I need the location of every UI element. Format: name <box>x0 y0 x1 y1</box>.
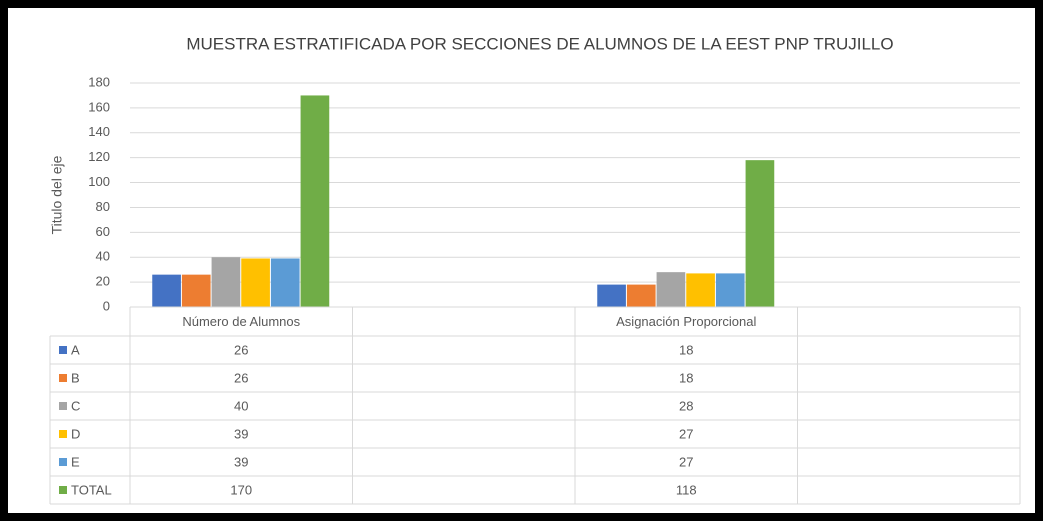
y-tick-label: 100 <box>88 174 110 189</box>
bar <box>715 273 745 307</box>
table-value: 26 <box>234 342 248 357</box>
y-tick-label: 120 <box>88 149 110 164</box>
y-tick-label: 0 <box>103 298 110 313</box>
y-tick-label: 60 <box>96 224 110 239</box>
bar <box>626 284 656 307</box>
legend-marker <box>59 374 67 382</box>
legend-label: C <box>71 398 80 413</box>
table-value: 18 <box>679 342 693 357</box>
table-value: 18 <box>679 370 693 385</box>
table-value: 118 <box>676 482 697 497</box>
legend-label: B <box>71 370 80 385</box>
table-value: 40 <box>234 398 248 413</box>
table-value: 27 <box>679 426 693 441</box>
y-tick-label: 180 <box>88 74 110 89</box>
bar <box>656 272 686 307</box>
x-tick-label: Número de Alumnos <box>182 314 300 329</box>
table-value: 39 <box>234 454 248 469</box>
y-tick-label: 20 <box>96 274 110 289</box>
bar <box>745 160 775 307</box>
x-tick-label: Asignación Proporcional <box>616 314 756 329</box>
bar <box>597 284 626 307</box>
legend-label: D <box>71 426 80 441</box>
table-value: 39 <box>234 426 248 441</box>
chart-title: MUESTRA ESTRATIFICADA POR SECCIONES DE A… <box>186 34 893 53</box>
bar <box>241 258 270 307</box>
legend-marker <box>59 430 67 438</box>
legend-marker <box>59 486 67 494</box>
legend-label: A <box>71 342 80 357</box>
y-tick-label: 40 <box>96 249 110 264</box>
table-value: 26 <box>234 370 248 385</box>
table-value: 28 <box>679 398 693 413</box>
bar <box>211 257 241 307</box>
y-axis-title: Titulo del eje <box>49 155 65 234</box>
table-value: 27 <box>679 454 693 469</box>
bar <box>300 95 330 307</box>
legend-marker <box>59 346 67 354</box>
legend-marker <box>59 458 67 466</box>
bar <box>686 273 715 307</box>
legend-label: E <box>71 454 80 469</box>
bar <box>270 258 300 307</box>
table-value: 170 <box>230 482 252 497</box>
y-tick-label: 80 <box>96 199 110 214</box>
bar <box>152 274 181 307</box>
legend-label: TOTAL <box>71 482 112 497</box>
y-tick-label: 160 <box>88 99 110 114</box>
legend-marker <box>59 402 67 410</box>
bar <box>181 274 211 307</box>
y-tick-label: 140 <box>88 124 110 139</box>
